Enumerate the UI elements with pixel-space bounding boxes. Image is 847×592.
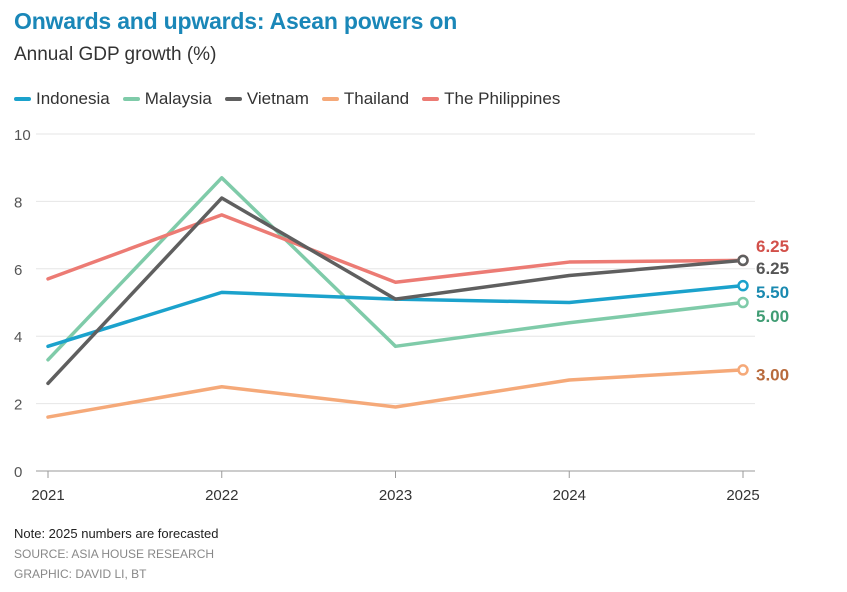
chart-title: Onwards and upwards: Asean powers on: [14, 8, 458, 34]
y-tick-label: 8: [14, 194, 22, 211]
x-tick-label: 2024: [553, 487, 586, 504]
legend-label: Vietnam: [246, 89, 309, 108]
legend-label: Malaysia: [144, 89, 212, 108]
x-tick-label: 2025: [726, 487, 759, 504]
x-tick-label: 2023: [379, 487, 412, 504]
x-tick-label: 2022: [205, 487, 238, 504]
end-label-vietnam: 6.25: [756, 259, 789, 278]
y-tick-label: 10: [14, 127, 31, 144]
chart-subtitle: Annual GDP growth (%): [14, 44, 217, 65]
legend-item-the-philippines: The Philippines: [422, 89, 560, 109]
legend-item-vietnam: Vietnam: [224, 89, 309, 109]
y-tick-label: 6: [14, 262, 22, 279]
legend-swatch: [14, 97, 31, 101]
end-label-indonesia: 5.50: [756, 283, 789, 302]
legend-item-thailand: Thailand: [321, 89, 410, 109]
legend-label: Thailand: [343, 89, 410, 108]
graphic-credit: GRAPHIC: DAVID LI, BT: [14, 567, 147, 581]
end-label-malaysia: 5.00: [756, 307, 789, 326]
series-line-thailand: [46, 368, 745, 419]
end-marker-indonesia: [737, 279, 749, 292]
x-tick-label: 2021: [31, 487, 64, 504]
end-label-thailand: 3.00: [756, 365, 789, 384]
legend-label: Indonesia: [36, 89, 110, 108]
y-tick-label: 4: [14, 329, 22, 346]
legend-item-malaysia: Malaysia: [122, 89, 212, 109]
chart-legend: Indonesia Malaysia Vietnam Thailand The Phil…: [14, 89, 573, 109]
y-tick-label: 2: [14, 397, 22, 414]
legend-swatch: [122, 97, 140, 101]
series-line-vietnam: [46, 196, 745, 386]
footnote: Note: 2025 numbers are forecasted: [14, 526, 219, 541]
end-marker-thailand: [737, 364, 749, 376]
legend-swatch: [321, 97, 339, 101]
series-line-malaysia: [46, 176, 745, 362]
legend-label: The Philippines: [444, 89, 561, 108]
end-label-the-philippines: 6.25: [756, 237, 789, 256]
source-credit: SOURCE: ASIA HOUSE RESEARCH: [14, 547, 215, 561]
legend-swatch: [224, 97, 242, 101]
legend-swatch: [422, 97, 440, 101]
end-marker-vietnam: [737, 254, 749, 267]
y-tick-label: 0: [14, 464, 22, 481]
series-line-the-philippines: [46, 213, 745, 285]
end-marker-malaysia: [737, 296, 749, 309]
legend-item-indonesia: Indonesia: [14, 89, 110, 109]
